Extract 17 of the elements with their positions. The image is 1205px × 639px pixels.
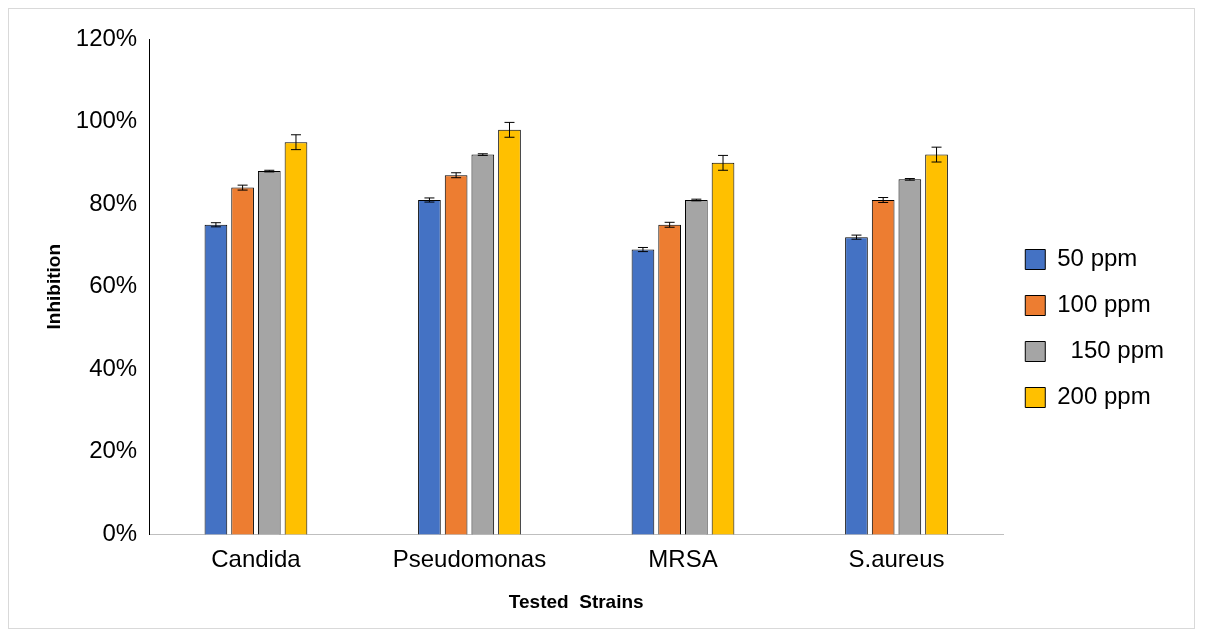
x-tick-label: Pseudomonas [392,545,547,573]
y-tick-label: 120% [75,23,138,51]
y-tick-label: 80% [89,188,138,216]
legend-label: 100 ppm [1057,290,1151,318]
x-tick-label: MRSA [648,545,718,573]
y-tick-label: 60% [89,271,138,299]
x-tick-label: Candida [211,545,302,573]
legend-label: 200 ppm [1057,382,1151,410]
y-tick-label: 100% [75,106,138,134]
x-axis-title: Tested Strains [508,590,644,612]
y-tick-label: 20% [89,436,138,464]
y-tick-label: 40% [89,353,138,381]
legend-label: 50 ppm [1057,244,1138,272]
legend-label: 150 ppm [1057,336,1164,364]
y-tick-label: 0% [102,519,138,547]
x-tick-label: S.aureus [848,545,945,573]
y-axis-title: Inhibition [42,243,64,330]
